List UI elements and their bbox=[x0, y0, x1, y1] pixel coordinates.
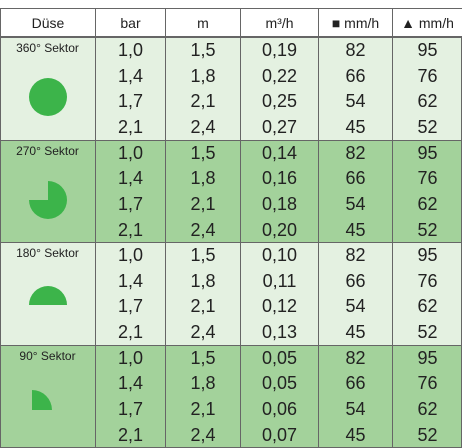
value-cell: 2,1 bbox=[165, 397, 240, 423]
value-cell: 62 bbox=[392, 397, 462, 423]
header-cell: bar bbox=[95, 8, 166, 37]
value-cell: 1,5 bbox=[165, 141, 240, 167]
value-cell: 62 bbox=[392, 192, 462, 218]
value-cell: 95 bbox=[392, 141, 462, 167]
value-cell: 52 bbox=[392, 422, 462, 448]
group-label: 180° Sektor bbox=[0, 246, 95, 260]
value-cell: 66 bbox=[318, 166, 392, 192]
value-cell: 54 bbox=[318, 397, 392, 423]
value-cell: 0,05 bbox=[240, 346, 318, 372]
value-cell: 0,20 bbox=[240, 217, 318, 243]
value-cell: 0,27 bbox=[240, 115, 318, 141]
value-cell: 76 bbox=[392, 269, 462, 295]
value-cell: 54 bbox=[318, 294, 392, 320]
value-cell: 52 bbox=[392, 115, 462, 141]
value-cell: 45 bbox=[318, 217, 392, 243]
value-cell: 62 bbox=[392, 294, 462, 320]
header-cell: ▲ mm/h bbox=[392, 8, 462, 37]
value-cell: 95 bbox=[392, 346, 462, 372]
value-cell: 1,7 bbox=[95, 89, 165, 115]
header-cell: Düse bbox=[0, 8, 96, 37]
value-cell: 82 bbox=[318, 243, 392, 269]
value-cell: 1,0 bbox=[95, 141, 165, 167]
value-cell: 0,13 bbox=[240, 320, 318, 346]
value-cell: 1,8 bbox=[165, 166, 240, 192]
value-cell: 1,0 bbox=[95, 346, 165, 372]
value-cell: 2,1 bbox=[95, 217, 165, 243]
value-cell: 52 bbox=[392, 320, 462, 346]
value-cell: 2,4 bbox=[165, 217, 240, 243]
header-cell: m³/h bbox=[240, 8, 319, 37]
value-cell: 1,8 bbox=[165, 371, 240, 397]
value-cell: 2,1 bbox=[95, 115, 165, 141]
value-cell: 0,14 bbox=[240, 141, 318, 167]
group-label: 270° Sektor bbox=[0, 144, 95, 158]
value-cell: 2,4 bbox=[165, 320, 240, 346]
value-cell: 76 bbox=[392, 64, 462, 90]
value-cell: 2,4 bbox=[165, 422, 240, 448]
group-label: 90° Sektor bbox=[0, 349, 95, 363]
value-cell: 1,4 bbox=[95, 64, 165, 90]
value-cell: 0,06 bbox=[240, 397, 318, 423]
value-cell: 1,0 bbox=[95, 38, 165, 64]
value-cell: 1,4 bbox=[95, 269, 165, 295]
value-cell: 66 bbox=[318, 64, 392, 90]
value-cell: 1,4 bbox=[95, 166, 165, 192]
value-cell: 1,4 bbox=[95, 371, 165, 397]
icon-half bbox=[28, 284, 68, 306]
icon-full-circle bbox=[28, 77, 68, 117]
value-cell: 95 bbox=[392, 38, 462, 64]
value-cell: 52 bbox=[392, 217, 462, 243]
value-cell: 82 bbox=[318, 141, 392, 167]
value-cell: 62 bbox=[392, 89, 462, 115]
value-cell: 82 bbox=[318, 38, 392, 64]
value-cell: 95 bbox=[392, 243, 462, 269]
group-label: 360° Sektor bbox=[0, 41, 95, 55]
value-cell: 1,7 bbox=[95, 397, 165, 423]
value-cell: 0,22 bbox=[240, 64, 318, 90]
value-cell: 1,0 bbox=[95, 243, 165, 269]
value-cell: 2,1 bbox=[95, 422, 165, 448]
value-cell: 0,16 bbox=[240, 166, 318, 192]
value-cell: 1,7 bbox=[95, 192, 165, 218]
icon-quarter bbox=[30, 388, 54, 412]
value-cell: 2,4 bbox=[165, 115, 240, 141]
value-cell: 54 bbox=[318, 89, 392, 115]
value-cell: 1,5 bbox=[165, 38, 240, 64]
value-cell: 76 bbox=[392, 166, 462, 192]
value-cell: 0,10 bbox=[240, 243, 318, 269]
value-cell: 0,19 bbox=[240, 38, 318, 64]
value-cell: 0,05 bbox=[240, 371, 318, 397]
value-cell: 0,25 bbox=[240, 89, 318, 115]
header-cell: m bbox=[165, 8, 241, 37]
icon-three-quarter bbox=[28, 180, 68, 220]
value-cell: 1,5 bbox=[165, 243, 240, 269]
value-cell: 45 bbox=[318, 115, 392, 141]
value-cell: 66 bbox=[318, 269, 392, 295]
value-cell: 1,8 bbox=[165, 64, 240, 90]
value-cell: 0,18 bbox=[240, 192, 318, 218]
value-cell: 0,11 bbox=[240, 269, 318, 295]
value-cell: 2,1 bbox=[165, 294, 240, 320]
value-cell: 1,5 bbox=[165, 346, 240, 372]
value-cell: 2,1 bbox=[165, 89, 240, 115]
value-cell: 2,1 bbox=[165, 192, 240, 218]
header-cell: ■ mm/h bbox=[318, 8, 393, 37]
value-cell: 45 bbox=[318, 320, 392, 346]
value-cell: 76 bbox=[392, 371, 462, 397]
value-cell: 45 bbox=[318, 422, 392, 448]
value-cell: 0,07 bbox=[240, 422, 318, 448]
value-cell: 82 bbox=[318, 346, 392, 372]
value-cell: 1,7 bbox=[95, 294, 165, 320]
value-cell: 66 bbox=[318, 371, 392, 397]
value-cell: 0,12 bbox=[240, 294, 318, 320]
value-cell: 54 bbox=[318, 192, 392, 218]
value-cell: 2,1 bbox=[95, 320, 165, 346]
value-cell: 1,8 bbox=[165, 269, 240, 295]
